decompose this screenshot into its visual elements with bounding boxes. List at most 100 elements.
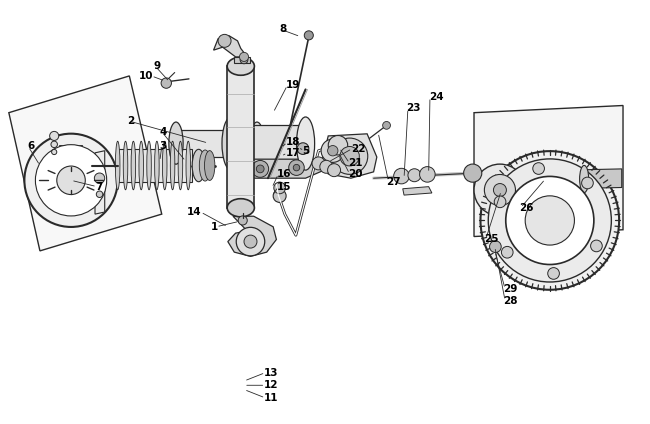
- Circle shape: [256, 165, 264, 173]
- Text: 21: 21: [348, 159, 362, 168]
- Circle shape: [293, 165, 300, 171]
- Text: 20: 20: [348, 169, 362, 179]
- Ellipse shape: [567, 168, 575, 189]
- Circle shape: [488, 159, 612, 282]
- Text: 28: 28: [503, 296, 517, 306]
- Ellipse shape: [178, 141, 183, 190]
- Circle shape: [161, 78, 172, 88]
- Ellipse shape: [139, 141, 144, 190]
- Circle shape: [239, 53, 248, 61]
- Polygon shape: [227, 216, 276, 257]
- Polygon shape: [176, 130, 257, 157]
- Text: 29: 29: [503, 284, 517, 294]
- Polygon shape: [322, 134, 377, 178]
- Circle shape: [582, 177, 593, 189]
- Polygon shape: [118, 148, 192, 182]
- Circle shape: [493, 184, 506, 196]
- Text: 22: 22: [351, 144, 365, 153]
- Ellipse shape: [155, 141, 159, 190]
- Text: 3: 3: [160, 142, 167, 151]
- Ellipse shape: [528, 168, 536, 189]
- Circle shape: [408, 169, 421, 182]
- Text: 23: 23: [406, 103, 421, 114]
- Circle shape: [506, 176, 594, 265]
- Ellipse shape: [227, 199, 254, 217]
- Text: 19: 19: [286, 80, 300, 90]
- Circle shape: [273, 190, 286, 202]
- Polygon shape: [227, 66, 254, 208]
- Text: 25: 25: [484, 234, 499, 245]
- Ellipse shape: [227, 57, 254, 75]
- Circle shape: [236, 227, 265, 256]
- Circle shape: [289, 160, 304, 176]
- Text: 18: 18: [286, 137, 301, 147]
- Ellipse shape: [192, 149, 205, 182]
- Polygon shape: [474, 106, 623, 237]
- Text: 6: 6: [27, 142, 34, 151]
- Circle shape: [238, 216, 247, 225]
- Ellipse shape: [124, 141, 128, 190]
- Polygon shape: [59, 146, 83, 148]
- Circle shape: [394, 168, 410, 184]
- Circle shape: [49, 131, 58, 140]
- Circle shape: [525, 196, 575, 245]
- Ellipse shape: [541, 168, 549, 189]
- Circle shape: [328, 164, 341, 177]
- Circle shape: [35, 145, 107, 216]
- Ellipse shape: [147, 141, 151, 190]
- Polygon shape: [234, 57, 250, 63]
- Circle shape: [240, 56, 248, 64]
- Circle shape: [51, 149, 57, 155]
- Text: 24: 24: [428, 92, 443, 102]
- Circle shape: [328, 136, 348, 155]
- Circle shape: [297, 143, 309, 154]
- Circle shape: [320, 160, 333, 173]
- Circle shape: [51, 141, 57, 148]
- Polygon shape: [95, 151, 105, 214]
- Polygon shape: [584, 169, 621, 188]
- Ellipse shape: [116, 141, 120, 190]
- Circle shape: [332, 138, 368, 174]
- Circle shape: [57, 166, 85, 195]
- Text: 10: 10: [139, 71, 153, 81]
- Text: 4: 4: [160, 127, 167, 137]
- Text: 14: 14: [187, 207, 202, 217]
- Text: 7: 7: [95, 181, 103, 192]
- Circle shape: [420, 167, 435, 182]
- Circle shape: [480, 151, 619, 290]
- Circle shape: [328, 145, 338, 156]
- Circle shape: [244, 235, 257, 248]
- Ellipse shape: [222, 117, 240, 170]
- Ellipse shape: [169, 122, 183, 164]
- Circle shape: [96, 191, 103, 198]
- Circle shape: [474, 164, 526, 216]
- Text: 11: 11: [263, 393, 278, 403]
- Circle shape: [340, 147, 359, 166]
- Polygon shape: [9, 76, 162, 251]
- Ellipse shape: [296, 117, 315, 170]
- Ellipse shape: [170, 141, 175, 190]
- Circle shape: [94, 173, 105, 183]
- Circle shape: [489, 241, 501, 252]
- Circle shape: [383, 122, 391, 129]
- Text: 26: 26: [519, 203, 534, 213]
- Text: 15: 15: [276, 181, 291, 192]
- Circle shape: [591, 240, 603, 252]
- Text: 12: 12: [263, 380, 278, 390]
- Ellipse shape: [205, 151, 215, 181]
- Circle shape: [501, 246, 513, 258]
- Ellipse shape: [200, 150, 211, 181]
- Circle shape: [321, 139, 345, 162]
- Text: 5: 5: [302, 146, 309, 156]
- Circle shape: [484, 174, 515, 206]
- Text: 16: 16: [276, 169, 291, 179]
- Text: 17: 17: [286, 148, 301, 158]
- Circle shape: [312, 157, 325, 170]
- Text: 2: 2: [127, 116, 135, 126]
- Ellipse shape: [580, 165, 589, 192]
- Circle shape: [218, 34, 231, 47]
- Polygon shape: [214, 36, 247, 57]
- Circle shape: [494, 196, 506, 208]
- Ellipse shape: [186, 141, 190, 190]
- Polygon shape: [231, 126, 306, 161]
